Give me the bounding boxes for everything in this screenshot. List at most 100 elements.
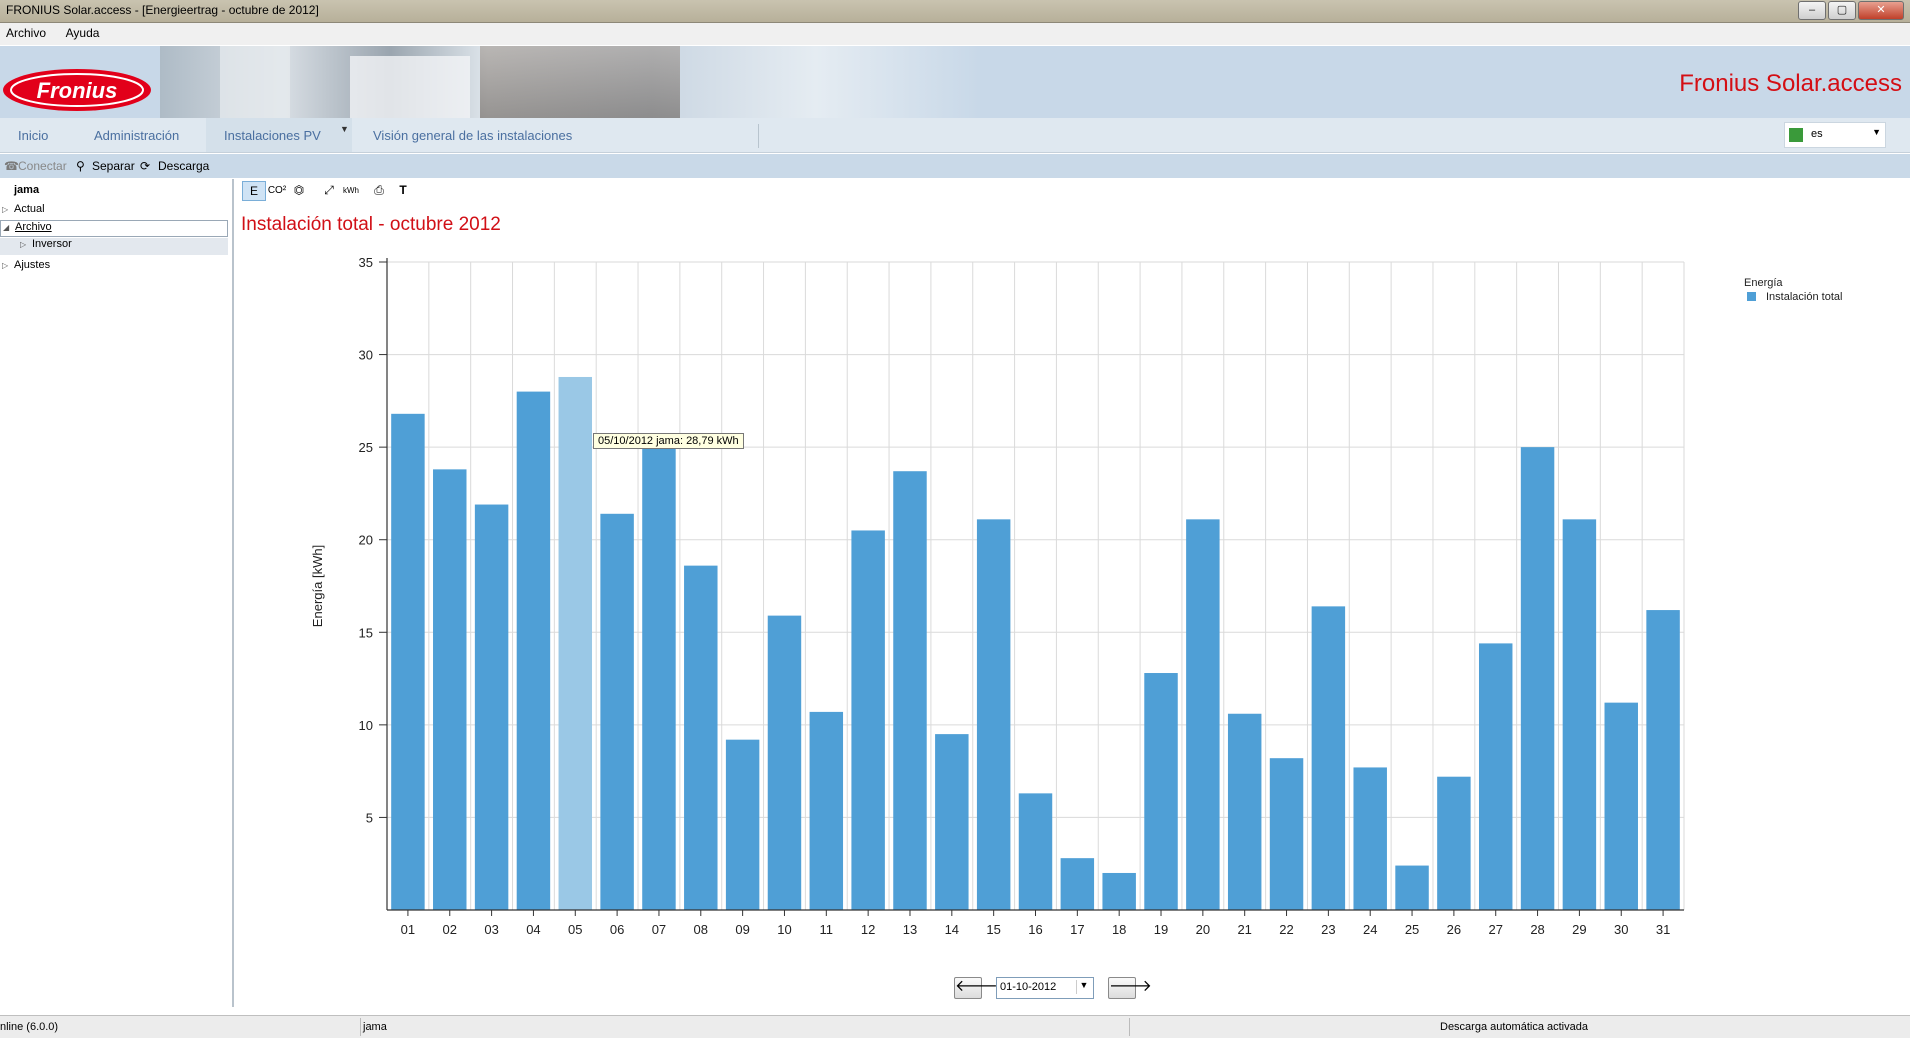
bar-26[interactable] <box>1437 776 1471 910</box>
bar-18[interactable] <box>1102 872 1136 910</box>
tab-administracion[interactable]: Administración <box>94 128 180 143</box>
x-tick-label: 15 <box>986 922 1000 937</box>
bar-14[interactable] <box>935 734 969 910</box>
x-tick-label: 06 <box>610 922 624 937</box>
x-tick-label: 29 <box>1572 922 1586 937</box>
bar-21[interactable] <box>1227 713 1262 910</box>
bar-28[interactable] <box>1520 447 1555 910</box>
y-tick-label: 15 <box>359 625 373 640</box>
close-button[interactable]: ✕ <box>1858 1 1904 20</box>
bar-29[interactable] <box>1562 519 1597 910</box>
x-tick-label: 11 <box>820 922 834 937</box>
bar-19[interactable] <box>1144 673 1178 910</box>
expand-icon: ▷ <box>20 240 27 249</box>
x-tick-label: 26 <box>1447 922 1461 937</box>
bar-13[interactable] <box>893 471 927 910</box>
y-tick-label: 30 <box>359 348 373 363</box>
next-month-button[interactable]: 🡒 <box>1108 977 1152 999</box>
window-controls: – ▢ ✕ <box>1798 1 1904 20</box>
disconnect-icon: ⚲ <box>76 159 85 173</box>
y-tick-label: 5 <box>366 810 373 825</box>
language-icon <box>1789 128 1803 142</box>
title-bar: FRONIUS Solar.access - [Energieertrag - … <box>0 0 1910 23</box>
x-tick-label: 23 <box>1321 922 1335 937</box>
x-tick-label: 25 <box>1405 922 1419 937</box>
download-button[interactable]: Descarga <box>158 159 210 173</box>
bar-31[interactable] <box>1646 610 1680 910</box>
currency-view-button[interactable]: ⏣ <box>293 183 305 197</box>
bar-10[interactable] <box>767 615 802 910</box>
bar-23[interactable] <box>1311 606 1346 910</box>
x-tick-label: 12 <box>861 922 875 937</box>
legend-title: Energía <box>1744 277 1783 289</box>
bar-16[interactable] <box>1018 793 1053 910</box>
text-view-button[interactable]: T <box>399 183 407 197</box>
bar-04[interactable] <box>516 391 551 911</box>
tree-item-actual[interactable]: ▷ Actual <box>2 203 45 215</box>
menu-archivo[interactable]: Archivo <box>6 26 47 40</box>
tree-root[interactable]: jama <box>14 184 40 196</box>
tab-inicio[interactable]: Inicio <box>18 128 49 143</box>
status-auto-download: Descarga automática activada <box>1440 1021 1588 1033</box>
bar-01[interactable] <box>391 413 425 910</box>
x-tick-label: 19 <box>1154 922 1168 937</box>
x-tick-label: 24 <box>1363 922 1377 937</box>
bar-06[interactable] <box>600 513 634 910</box>
print-icon[interactable]: ⎙ <box>374 183 384 197</box>
bar-25[interactable] <box>1395 865 1429 910</box>
connection-toolbar: ☎ Conectar ⚲ Separar ⟳ Descarga <box>0 154 1910 178</box>
menu-ayuda[interactable]: Ayuda <box>65 26 100 40</box>
bar-27[interactable] <box>1478 643 1513 910</box>
chart-bars <box>391 376 1680 911</box>
y-tick-label: 20 <box>359 533 373 548</box>
legend-swatch <box>1747 292 1756 301</box>
status-bar: nline (6.0.0) jama Descarga automática a… <box>0 1015 1910 1038</box>
menu-bar: Archivo Ayuda <box>0 23 1910 45</box>
x-tick-label: 05 <box>568 922 582 937</box>
date-selector[interactable]: 01-10-2012 ▼ <box>996 977 1094 999</box>
bar-11[interactable] <box>809 711 844 910</box>
download-icon: ⟳ <box>140 159 151 173</box>
minimize-button[interactable]: – <box>1798 1 1826 20</box>
maximize-button[interactable]: ▢ <box>1828 1 1856 20</box>
bar-17[interactable] <box>1060 858 1095 910</box>
connect-button[interactable]: Conectar <box>18 159 67 173</box>
disconnect-button[interactable]: Separar <box>92 159 135 173</box>
bar-02[interactable] <box>433 469 467 910</box>
app-title: Fronius Solar.access <box>1679 70 1902 97</box>
language-value: es <box>1811 128 1823 140</box>
bar-09[interactable] <box>725 739 760 910</box>
chart-grid <box>386 261 1685 910</box>
tab-dropdown-icon[interactable]: ▼ <box>340 124 349 134</box>
bar-15[interactable] <box>976 519 1011 910</box>
bar-30[interactable] <box>1604 702 1638 910</box>
main-tabs: Inicio Administración Instalaciones PV ▼… <box>0 118 1910 153</box>
x-tick-label: 02 <box>443 922 457 937</box>
x-tick-label: 07 <box>652 922 666 937</box>
bar-03[interactable] <box>474 504 509 910</box>
energy-bar-chart: 5 10 15 20 25 30 35 01 02 03 04 05 06 07 08 09 10 11 12 13 1… <box>310 255 1842 937</box>
co2-view-button[interactable]: CO² <box>267 185 287 196</box>
kwh-unit-button[interactable]: kWh <box>343 186 359 195</box>
sidebar-tree: jama ▷ Actual ◢ Archivo ▷ Inversor ▷ Ajustes <box>0 179 234 1007</box>
energy-view-button[interactable]: E <box>242 181 266 201</box>
language-select[interactable]: es ▼ <box>1784 122 1886 148</box>
bar-05[interactable] <box>558 376 593 910</box>
x-tick-label: 04 <box>526 922 540 937</box>
tab-vision-general[interactable]: Visión general de las instalaciones <box>373 128 573 143</box>
bar-24[interactable] <box>1353 767 1387 910</box>
bar-12[interactable] <box>851 530 885 910</box>
bar-08[interactable] <box>684 565 718 910</box>
tree-item-inversor[interactable]: ▷ Inversor <box>0 238 228 255</box>
x-tick-label: 09 <box>735 922 749 937</box>
expand-chart-button[interactable]: ⤢ <box>324 183 334 197</box>
tree-item-archivo[interactable]: ◢ Archivo <box>0 220 228 237</box>
bar-22[interactable] <box>1269 758 1304 910</box>
tree-item-ajustes[interactable]: ▷ Ajustes <box>2 259 51 271</box>
bar-20[interactable] <box>1186 519 1220 910</box>
previous-month-button[interactable]: 🡐 <box>954 977 998 999</box>
tab-instalaciones-pv[interactable]: Instalaciones PV <box>224 128 321 143</box>
bar-07[interactable] <box>642 436 676 910</box>
fronius-logo: Fronius <box>2 68 152 115</box>
x-tick-label: 14 <box>945 922 959 937</box>
